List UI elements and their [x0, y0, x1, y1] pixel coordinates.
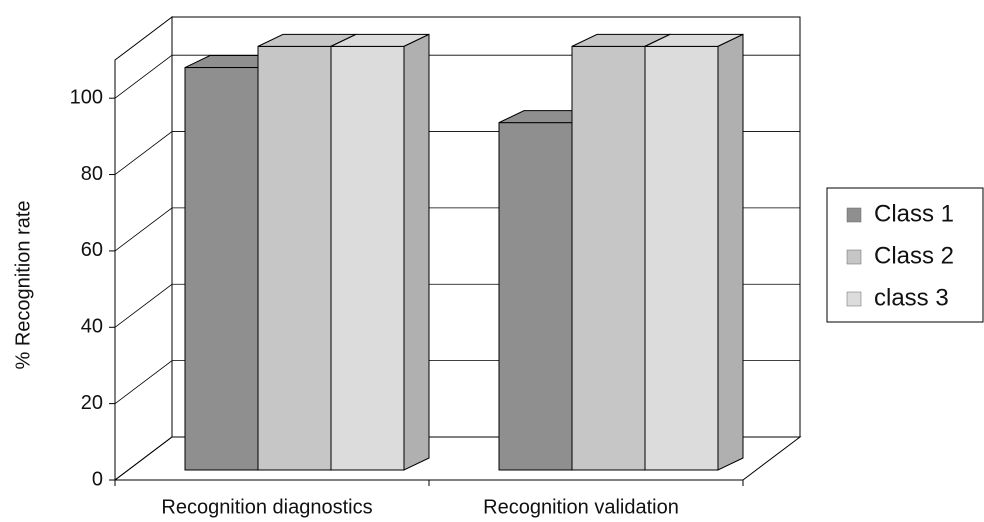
bar — [498, 122, 573, 471]
legend-swatch — [846, 249, 862, 265]
bar — [330, 45, 405, 471]
y-tick-label: 0 — [92, 468, 103, 490]
y-tick-label: 20 — [81, 392, 103, 414]
x-tick-label: Recognition diagnostics — [161, 496, 372, 518]
bar — [644, 45, 719, 471]
y-tick-label: 40 — [81, 316, 103, 338]
y-axis-label: % Recognition rate — [12, 201, 34, 370]
y-tick-label: 60 — [81, 239, 103, 261]
side-wall — [114, 15, 173, 482]
legend-swatch — [846, 207, 862, 223]
bar-side — [403, 33, 430, 471]
legend-swatch — [846, 291, 862, 307]
legend-label: class 3 — [874, 284, 949, 311]
bar — [571, 45, 646, 471]
x-tick-label: Recognition validation — [483, 496, 679, 518]
legend-label: Class 2 — [874, 242, 954, 269]
y-tick-label: 100 — [70, 86, 103, 108]
bar-side — [717, 33, 744, 471]
bar — [184, 67, 259, 471]
legend-label: Class 1 — [874, 200, 954, 227]
y-tick-label: 80 — [81, 163, 103, 185]
bar — [257, 45, 332, 471]
